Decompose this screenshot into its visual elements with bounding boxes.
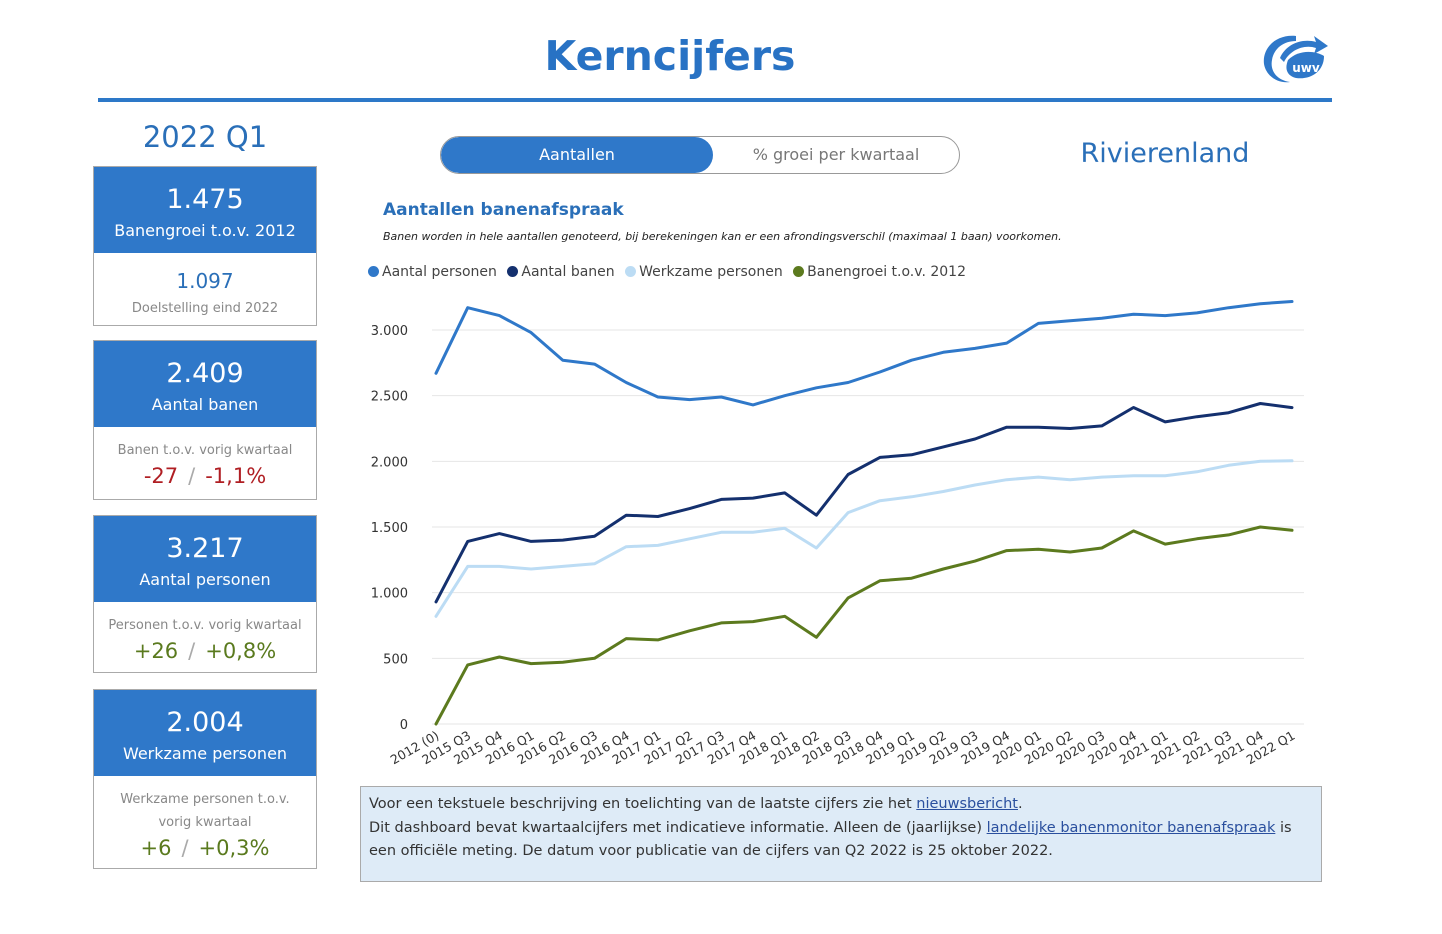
y-tick-label: 1.500	[371, 521, 408, 536]
kpi-body: Banen t.o.v. vorig kwartaal -27 / -1,1%	[94, 427, 316, 499]
legend-dot	[793, 266, 805, 277]
toggle-aantallen[interactable]: Aantallen	[441, 137, 713, 173]
kpi-label: Aantal personen	[139, 570, 271, 589]
series-line	[434, 300, 1294, 407]
change-label-line1: Werkzame personen t.o.v.	[120, 792, 290, 807]
change-abs: +6	[140, 836, 172, 860]
change-values: -27 / -1,1%	[94, 462, 316, 488]
series-line	[434, 525, 1294, 726]
kpi-value: 1.475	[166, 184, 244, 215]
change-abs: -27	[143, 464, 179, 488]
series-line	[434, 402, 1294, 604]
kpi-card-werkzame-personen: 2.004 Werkzame personen Werkzame persone…	[93, 689, 317, 869]
change-label: Personen t.o.v. vorig kwartaal	[108, 618, 302, 633]
info-box: Voor een tekstuele beschrijving en toeli…	[360, 786, 1322, 882]
chart-subtitle: Banen worden in hele aantallen genoteerd…	[383, 230, 1062, 243]
change-pct: +0,8%	[205, 639, 277, 663]
kpi-card-aantal-banen: 2.409 Aantal banen Banen t.o.v. vorig kw…	[93, 340, 317, 500]
change-label: Banen t.o.v. vorig kwartaal	[117, 443, 293, 458]
kpi-label: Aantal banen	[151, 395, 259, 414]
kpi-card-banengroei: 1.475 Banengroei t.o.v. 2012 1.097 Doels…	[93, 166, 317, 326]
legend-dot	[507, 266, 519, 277]
kpi-header: 3.217 Aantal personen	[94, 516, 316, 602]
kpi-body: 1.097 Doelstelling eind 2022	[94, 253, 316, 325]
kpi-card-aantal-personen: 3.217 Aantal personen Personen t.o.v. vo…	[93, 515, 317, 673]
chart-title: Aantallen banenafspraak	[383, 200, 624, 220]
info-text: Voor een tekstuele beschrijving en toeli…	[369, 796, 917, 812]
slash-divider: /	[188, 464, 196, 488]
change-abs: +26	[133, 639, 179, 663]
kpi-value: 2.409	[166, 358, 244, 389]
region-label: Rivierenland	[1080, 138, 1250, 169]
legend-label: Aantal personen	[382, 264, 497, 280]
y-tick-label: 2.000	[371, 455, 408, 470]
change-label-line2: vorig kwartaal	[158, 815, 252, 830]
info-text: is	[1275, 819, 1292, 836]
y-tick-label: 2.500	[371, 390, 408, 405]
logo-text: uwv	[1292, 61, 1320, 75]
y-tick-label: 1.000	[371, 587, 408, 602]
quarter-label: 2022 Q1	[142, 120, 268, 154]
page-title: Kerncijfers	[544, 32, 796, 80]
series-line	[434, 459, 1294, 618]
chart-legend: Aantal personen Aantal banen Werkzame pe…	[368, 264, 972, 280]
change-values: +26 / +0,8%	[94, 637, 316, 663]
legend-item[interactable]: Aantal banen	[507, 264, 615, 280]
legend-item[interactable]: Aantal personen	[368, 264, 497, 280]
kpi-value: 3.217	[166, 533, 244, 564]
legend-dot	[368, 266, 379, 277]
change-pct: +0,3%	[198, 836, 270, 860]
change-values: +6 / +0,3%	[94, 834, 316, 860]
legend-item[interactable]: Banengroei t.o.v. 2012	[793, 264, 966, 280]
info-text: Dit dashboard bevat kwartaalcijfers met …	[369, 819, 987, 836]
kpi-label: Werkzame personen	[122, 744, 288, 763]
banenmonitor-link[interactable]: landelijke banenmonitor banenafspraak	[986, 819, 1276, 836]
change-pct: -1,1%	[205, 464, 267, 488]
legend-item[interactable]: Werkzame personen	[625, 264, 783, 280]
y-tick-label: 500	[383, 652, 408, 667]
legend-label: Werkzame personen	[639, 264, 783, 280]
kpi-body: Werkzame personen t.o.v. vorig kwartaal +…	[94, 776, 316, 868]
view-toggle: Aantallen % groei per kwartaal	[440, 136, 960, 174]
kpi-label: Banengroei t.o.v. 2012	[114, 221, 296, 240]
kpi-header: 2.004 Werkzame personen	[94, 690, 316, 776]
target-label: Doelstelling eind 2022	[131, 301, 279, 316]
toggle-groei[interactable]: % groei per kwartaal	[752, 145, 920, 164]
news-link[interactable]: nieuwsbericht	[916, 796, 1018, 812]
slash-divider: /	[188, 639, 196, 663]
kpi-header: 2.409 Aantal banen	[94, 341, 316, 427]
uwv-logo[interactable]: uwv	[1258, 26, 1330, 86]
target-value: 1.097	[176, 269, 234, 293]
legend-dot	[625, 266, 637, 277]
info-text: .	[1018, 796, 1023, 812]
change-label: Werkzame personen t.o.v. vorig kwartaal	[94, 776, 316, 834]
legend-label: Banengroei t.o.v. 2012	[807, 264, 966, 280]
kpi-body: Personen t.o.v. vorig kwartaal +26 / +0,8%	[94, 602, 316, 672]
header-divider	[98, 98, 1332, 102]
legend-label: Aantal banen	[521, 264, 615, 280]
y-tick-label: 3.000	[371, 324, 408, 339]
kpi-value: 2.004	[166, 707, 244, 738]
slash-divider: /	[181, 836, 189, 860]
y-tick-label: 0	[400, 718, 408, 733]
kpi-header: 1.475 Banengroei t.o.v. 2012	[94, 167, 316, 253]
info-text: een officiële meting. De datum voor publ…	[369, 843, 1053, 859]
